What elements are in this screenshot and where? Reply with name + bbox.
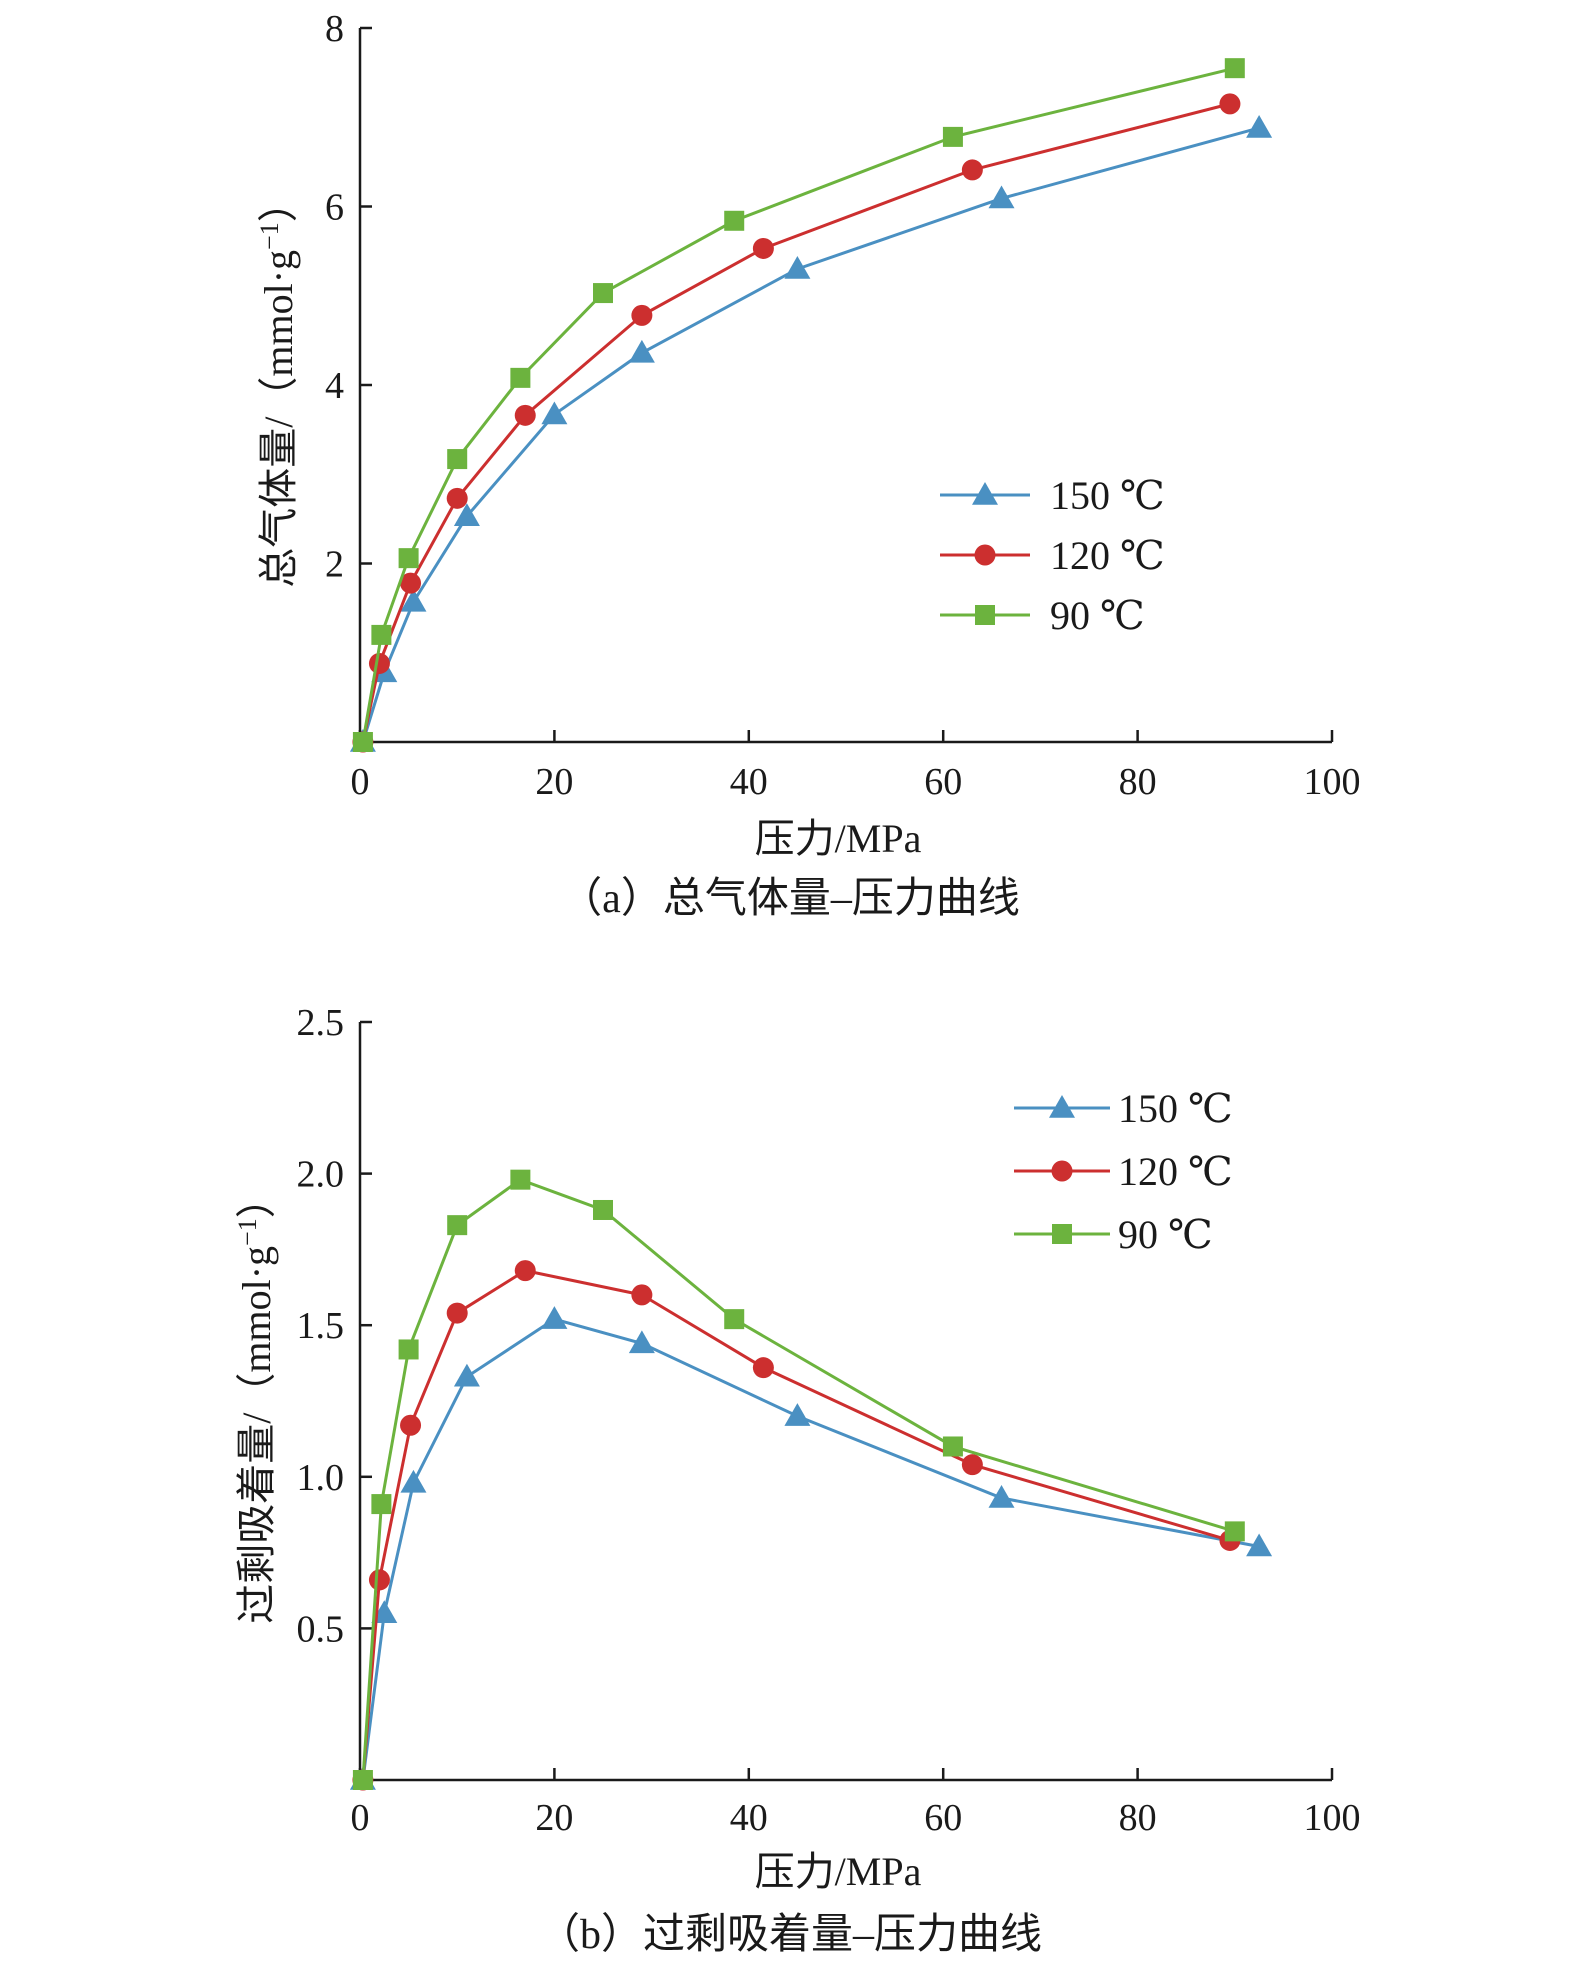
legend: 150 ℃ 120 ℃ 90 ℃ <box>940 473 1165 638</box>
x-tick-label: 40 <box>730 761 768 803</box>
legend-label: 120 ℃ <box>1050 533 1165 578</box>
data-point <box>371 624 392 645</box>
x-tick-label: 80 <box>1119 1797 1157 1839</box>
data-point <box>541 401 568 425</box>
legend: 150 ℃ 120 ℃ 90 ℃ <box>1014 1086 1233 1257</box>
data-point <box>398 1339 419 1360</box>
data-point <box>1246 114 1273 138</box>
data-point <box>961 159 983 181</box>
x-tick-label: 80 <box>1119 761 1157 803</box>
y-tick-label: 4 <box>325 365 344 407</box>
data-point <box>631 304 653 326</box>
x-tick-label: 60 <box>924 1797 962 1839</box>
data-point <box>752 1357 774 1379</box>
legend-marker <box>975 605 995 625</box>
chart-a-total-gas: 0 20 40 60 80 100 2 4 6 8 压力/MPa 总气体量/（mmol·g−1） （a）… <box>255 8 1361 922</box>
data-point <box>1224 58 1245 79</box>
data-point <box>368 1569 390 1591</box>
data-point <box>453 503 480 526</box>
y-tick-label: 2 <box>325 544 344 586</box>
x-axis-title: 压力/MPa <box>755 816 922 861</box>
legend-label: 90 ℃ <box>1118 1212 1213 1257</box>
data-point <box>942 1436 963 1457</box>
data-point <box>631 1284 653 1306</box>
data-point <box>1219 93 1241 115</box>
y-tick-label: 1.0 <box>297 1457 345 1499</box>
data-point <box>1246 1533 1273 1557</box>
y-axis-title: 总气体量/（mmol·g−1） <box>255 182 302 587</box>
x-tick-label: 20 <box>535 761 573 803</box>
data-point <box>446 1302 468 1324</box>
x-axis-title: 压力/MPa <box>755 1849 922 1894</box>
data-point <box>784 255 811 279</box>
y-tick-label: 0.5 <box>297 1608 345 1650</box>
data-point <box>453 1363 480 1387</box>
data-point <box>400 572 422 594</box>
data-point <box>784 1403 811 1426</box>
x-tick-label: 100 <box>1304 1797 1361 1839</box>
data-point <box>628 1330 655 1354</box>
y-tick-label: 2.0 <box>297 1154 345 1196</box>
figure-caption: （a）总气体量–压力曲线 <box>560 876 1020 922</box>
data-point <box>942 126 963 147</box>
data-point <box>510 1169 531 1190</box>
data-point <box>988 185 1015 209</box>
data-point <box>400 588 427 612</box>
y-tick-label: 1.5 <box>297 1305 345 1347</box>
figure-caption: （b）过剩吸着量–压力曲线 <box>538 1911 1042 1958</box>
y-tick-label: 2.5 <box>297 1002 345 1044</box>
series-line <box>361 102 1231 743</box>
data-point <box>988 1485 1015 1508</box>
data-point <box>510 367 531 388</box>
data-point <box>447 1215 468 1236</box>
x-tick-label: 60 <box>924 761 962 803</box>
legend-label: 150 ℃ <box>1050 473 1165 518</box>
data-point <box>724 1309 745 1330</box>
legend-marker <box>972 482 998 505</box>
legend-marker <box>1052 1224 1072 1244</box>
x-tick-label: 20 <box>535 1797 573 1839</box>
data-point <box>368 652 390 674</box>
data-point <box>400 1414 422 1436</box>
x-tick-label: 100 <box>1304 761 1361 803</box>
data-point <box>724 210 745 231</box>
data-point <box>398 548 419 569</box>
y-tick-label: 8 <box>325 8 344 50</box>
data-point <box>514 404 536 426</box>
data-point <box>352 732 373 752</box>
x-tick-label: 0 <box>351 1797 370 1839</box>
legend-label: 90 ℃ <box>1050 593 1145 638</box>
data-point <box>352 1770 373 1790</box>
legend-marker <box>1051 1160 1073 1182</box>
x-tick-label: 40 <box>730 1797 768 1839</box>
data-point <box>371 1494 392 1515</box>
data-point <box>961 1454 983 1476</box>
legend-label: 120 ℃ <box>1118 1149 1233 1194</box>
data-point <box>593 1199 613 1220</box>
data-point <box>593 283 613 304</box>
legend-label: 150 ℃ <box>1118 1086 1233 1131</box>
data-point <box>446 487 468 509</box>
data-point <box>628 339 655 363</box>
x-tick-label: 0 <box>351 761 370 803</box>
data-point <box>1224 1521 1245 1542</box>
y-axis-title: 过剩吸着量/（mmol·g−1） <box>233 1178 280 1623</box>
series-line <box>361 1177 1236 1781</box>
data-point <box>447 449 468 470</box>
data-point <box>400 1469 427 1493</box>
y-tick-label: 6 <box>325 187 344 229</box>
data-point <box>541 1306 568 1329</box>
data-point <box>514 1260 536 1282</box>
data-point <box>752 237 774 259</box>
chart-b-excess-adsorption: 0 20 40 60 80 100 0.5 1.0 1.5 2.0 2.5 压力/MPa 过剩吸着量/（… <box>233 1002 1361 1958</box>
series-line <box>361 1269 1231 1781</box>
legend-marker <box>974 544 996 566</box>
series-line <box>361 126 1260 743</box>
legend-marker <box>1049 1095 1075 1118</box>
